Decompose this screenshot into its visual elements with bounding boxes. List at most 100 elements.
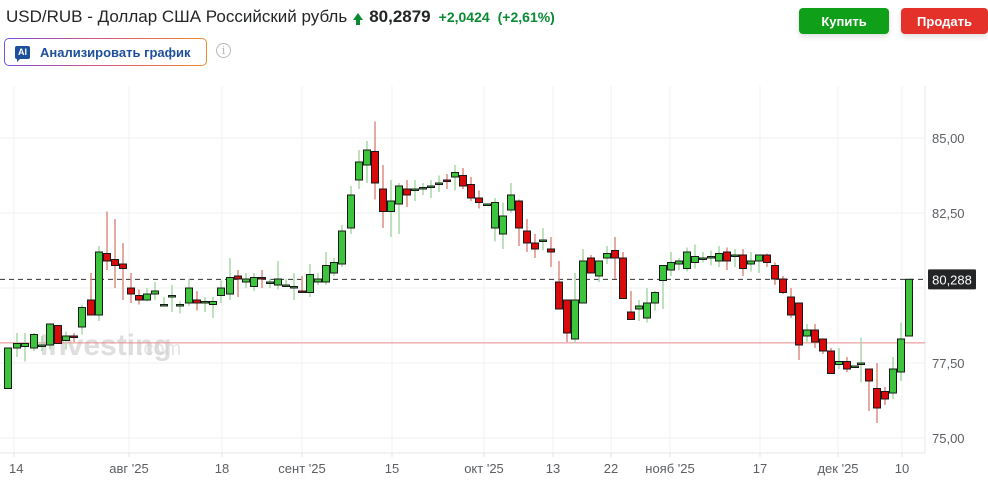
candle xyxy=(603,246,611,264)
candle-body xyxy=(371,151,379,184)
candle xyxy=(763,253,771,267)
candle-body xyxy=(30,334,38,349)
candle xyxy=(627,291,635,320)
candle-body xyxy=(21,343,29,347)
candle xyxy=(905,278,913,337)
candle xyxy=(843,357,851,372)
candle xyxy=(507,183,515,213)
candle xyxy=(111,219,119,288)
candle xyxy=(675,258,683,270)
y-axis-tick-label: 85,00 xyxy=(932,131,965,146)
candle xyxy=(739,249,747,276)
x-axis-tick-label: 17 xyxy=(753,461,767,476)
candle xyxy=(491,198,499,242)
candle-body xyxy=(226,277,234,295)
candle xyxy=(691,244,699,269)
sell-button[interactable]: Продать xyxy=(901,8,988,34)
candle-body xyxy=(857,362,865,365)
candle xyxy=(827,348,835,374)
candle xyxy=(547,237,555,267)
y-axis-tick-label: 82,50 xyxy=(932,206,965,221)
candle-body xyxy=(603,253,611,259)
candle xyxy=(659,265,667,309)
candle-body xyxy=(675,260,683,265)
candle-body xyxy=(771,265,779,280)
candle-body xyxy=(819,338,827,352)
candle xyxy=(4,347,12,389)
buy-button[interactable]: Купить xyxy=(799,8,889,34)
candle xyxy=(176,301,184,314)
x-axis-tick-label: сент '25 xyxy=(278,461,325,476)
info-icon[interactable]: i xyxy=(216,43,231,58)
candle-body xyxy=(475,197,483,203)
candle-body xyxy=(515,200,523,229)
candle-body xyxy=(905,278,913,337)
candle-body xyxy=(659,265,667,281)
candle xyxy=(258,270,266,288)
candle-body xyxy=(103,253,111,262)
candle xyxy=(459,168,467,189)
candle-body xyxy=(851,365,859,368)
candle-body xyxy=(95,251,103,316)
candle xyxy=(103,211,111,270)
candle xyxy=(168,285,176,312)
candle-body xyxy=(667,262,675,271)
candle xyxy=(443,174,451,189)
y-axis-tick-label: 75,00 xyxy=(932,431,965,446)
candle xyxy=(266,279,274,288)
candle xyxy=(811,324,819,348)
candle xyxy=(411,180,419,201)
candle xyxy=(371,121,379,200)
current-price-label-bg xyxy=(928,269,976,290)
candle-body xyxy=(338,230,346,265)
candle-body xyxy=(499,215,507,235)
candle-body xyxy=(54,325,62,344)
candle-body xyxy=(779,278,787,293)
x-axis-tick-label: 13 xyxy=(546,461,560,476)
candle-body xyxy=(201,301,209,304)
candle xyxy=(873,363,881,423)
candle-body xyxy=(250,277,258,287)
candle xyxy=(803,324,811,342)
candle-body xyxy=(483,203,491,206)
watermark-domain: .com xyxy=(138,338,181,360)
x-axis-tick-label: дек '25 xyxy=(817,461,858,476)
candle-body xyxy=(507,194,515,211)
candle-body xyxy=(843,361,851,370)
candle-body xyxy=(827,350,835,374)
candle xyxy=(127,273,135,303)
candle-body xyxy=(755,254,763,262)
candle-body xyxy=(643,302,651,319)
candle xyxy=(889,357,897,399)
candle xyxy=(435,175,443,192)
candle xyxy=(539,228,547,251)
candle-body xyxy=(787,296,795,316)
candle-body xyxy=(467,184,475,199)
candle-body xyxy=(282,284,290,287)
candle xyxy=(715,246,723,267)
candle xyxy=(70,333,78,342)
candle-body xyxy=(330,262,338,274)
candle xyxy=(579,249,587,304)
candle xyxy=(322,252,330,285)
candle-body xyxy=(419,187,427,190)
candle xyxy=(387,180,395,237)
candle xyxy=(427,180,435,198)
candle xyxy=(38,336,46,351)
candle-body xyxy=(587,257,595,274)
candle xyxy=(201,297,209,312)
candlestick-chart[interactable]: Investing .com 85,00 82,50 77,50 75,00 14 ав… xyxy=(0,80,988,491)
last-price: 80,2879 xyxy=(369,7,431,26)
candle-body xyxy=(298,290,306,293)
analyze-chart-button[interactable]: AI Анализировать график xyxy=(4,38,207,66)
candle-body xyxy=(193,299,201,304)
candle-body xyxy=(739,254,747,269)
candle-body xyxy=(87,299,95,316)
candle-body xyxy=(651,292,659,304)
candle-body xyxy=(459,175,467,187)
candle-body xyxy=(635,305,643,310)
candle xyxy=(707,250,715,266)
candle xyxy=(835,348,843,369)
x-axis: 14 авг '25 18 сент '25 15 окт '25 13 22 нояб '25… xyxy=(9,453,909,476)
